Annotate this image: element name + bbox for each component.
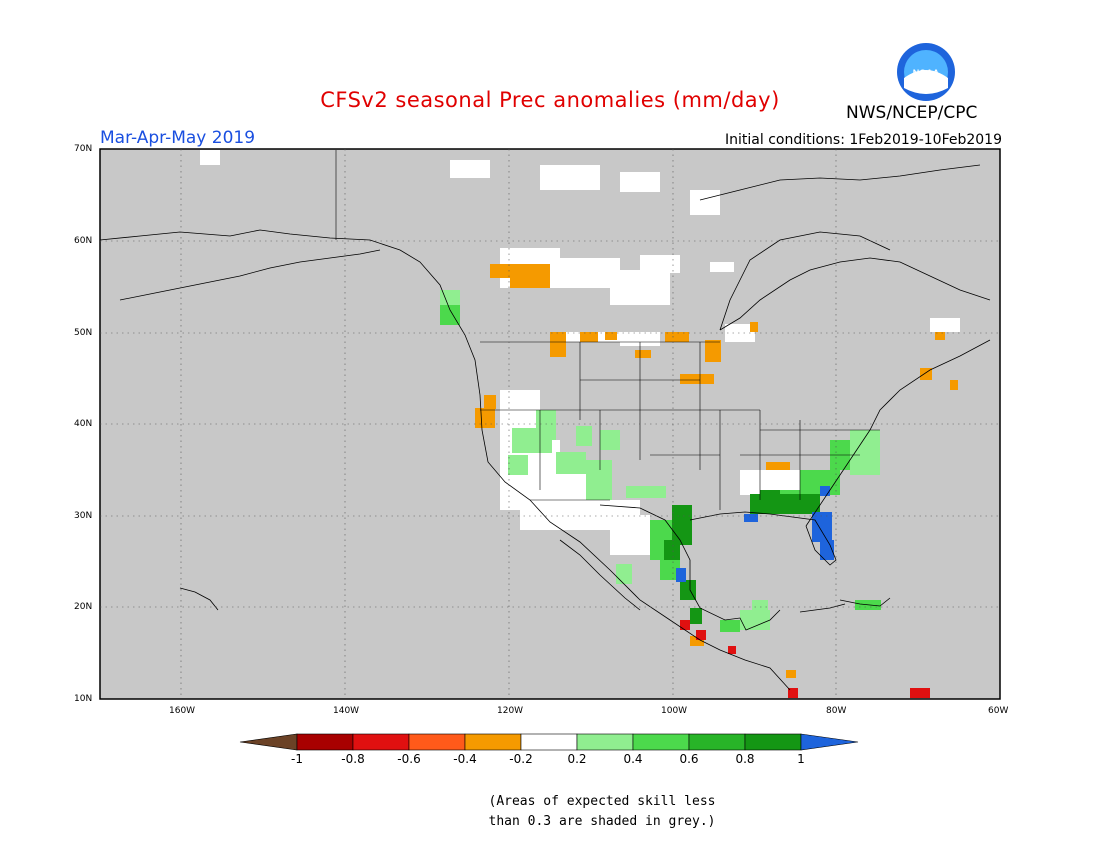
strongest-wet-anomaly-areas [676, 486, 834, 582]
initial-conditions: Initial conditions: 1Feb2019-10Feb2019 [725, 132, 1002, 148]
colorbar [239, 733, 859, 751]
lat-label: 70N [74, 144, 93, 154]
colorbar-tick: 0.4 [623, 752, 643, 766]
skill-note-line: than 0.3 are shaded in grey.) [488, 814, 716, 829]
skill-note: (Areas of expected skill less than 0.3 a… [472, 792, 732, 832]
colorbar-tick: -0.2 [509, 752, 533, 766]
forecast-period: Mar-Apr-May 2019 [100, 128, 256, 148]
colorbar-min-arrow [239, 733, 298, 751]
lon-label: 80W [826, 706, 847, 716]
strong-wet-anomaly-areas [664, 490, 820, 624]
graticule [100, 149, 1000, 699]
colorbar-tick: -0.8 [341, 752, 365, 766]
lat-label: 40N [74, 419, 93, 429]
agency-label: NWS/NCEP/CPC [846, 103, 978, 123]
colorbar-tick: -0.6 [397, 752, 421, 766]
lat-label: 30N [74, 511, 93, 521]
lat-label: 50N [74, 328, 93, 338]
strong-dry-anomaly-areas [680, 620, 930, 698]
colorbar-swatch [296, 733, 354, 751]
lat-label: 10N [74, 694, 93, 704]
dry-anomaly-areas [475, 264, 958, 678]
lon-label: 60W [988, 706, 1009, 716]
colorbar-tick: 0.8 [735, 752, 755, 766]
colorbar-max-arrow [800, 733, 859, 751]
colorbar-swatch [744, 733, 802, 751]
colorbar-tick: 0.2 [567, 752, 587, 766]
colorbar-tick: -1 [291, 752, 303, 766]
colorbar-swatch [688, 733, 746, 751]
noaa-logo: NOAA [896, 42, 956, 102]
lon-label: 140W [333, 706, 360, 716]
colorbar-swatch [576, 733, 634, 751]
colorbar-swatch [520, 733, 578, 751]
lat-label: 20N [74, 602, 93, 612]
colorbar-swatch [632, 733, 690, 751]
lat-label: 60N [74, 236, 93, 246]
colorbar-tick: -0.4 [453, 752, 477, 766]
lon-label: 160W [169, 706, 196, 716]
lon-label: 120W [497, 706, 524, 716]
coastlines [99, 164, 991, 691]
political-borders [335, 150, 880, 510]
lon-label: 100W [661, 706, 688, 716]
colorbar-swatch [464, 733, 522, 751]
chart-title: CFSv2 seasonal Prec anomalies (mm/day) [320, 88, 780, 112]
colorbar-swatch [352, 733, 410, 751]
colorbar-swatch [408, 733, 466, 751]
colorbar-tick: 1 [797, 752, 805, 766]
noaa-logo-text: NOAA [913, 68, 940, 78]
skill-note-line: (Areas of expected skill less [488, 794, 716, 809]
colorbar-tick: 0.6 [679, 752, 699, 766]
